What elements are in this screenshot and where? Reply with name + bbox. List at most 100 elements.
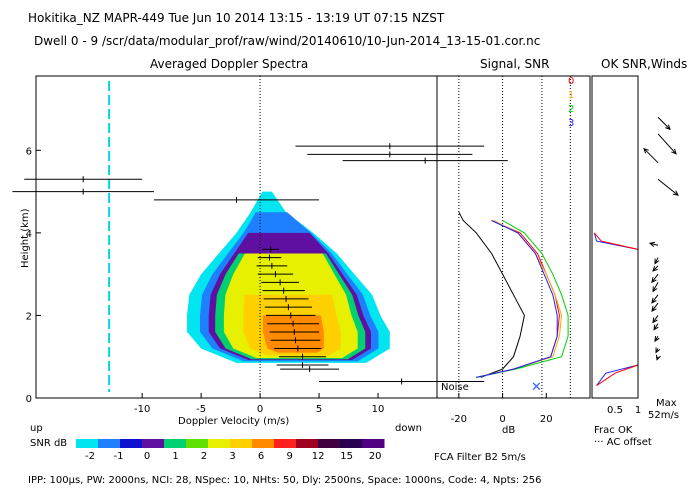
wind-arrowhead-7 [651,277,657,284]
colorbar-tick-label: 3 [229,451,235,462]
colorbar-swatch-3 [142,439,165,448]
signal-legend-entry: 2 [568,104,574,115]
snr-curve-0 [476,220,560,378]
colorbar-swatch-0 [76,439,99,448]
signal-curve [458,211,525,378]
snr-curve-3 [476,220,558,378]
doppler-title: Averaged Doppler Spectra [150,57,308,71]
wind-arrowhead-8 [652,286,658,293]
wind-vector-0 [657,116,671,130]
wind-vector-4 [649,242,659,246]
colorbar-tick-label: 20 [369,451,382,462]
max-label: Max [656,398,677,409]
colorbar-swatch-6 [208,439,231,448]
fca-filter-label: FCA Filter B2 5m/s [434,452,526,463]
frac-ok-curve [593,232,639,386]
colorbar-tick-label: 12 [312,451,325,462]
colorbar-swatch-11 [318,439,341,448]
wind-arrowhead-2 [643,147,649,154]
frac-ok-label: Frac OK [594,425,633,436]
wind-vector-3 [657,178,679,196]
snr-curve-2 [476,220,569,378]
wind-arrowhead-12 [653,324,659,331]
colorbar-tick-label: 15 [340,451,353,462]
wind-arrowhead-0 [665,124,671,131]
colorbar: SNR dB -2 -1 0 1 2 3 6 9 12 15 20 [30,438,385,462]
y-tick-label: 2 [26,311,32,322]
acquisition-parameters: IPP: 100µs, PW: 2000ns, NCI: 28, NSpec: … [28,475,541,486]
wind-vector-1 [657,133,677,155]
wind-arrowhead-4 [648,241,656,247]
doppler-xlabel: Doppler Velocity (m/s) [178,416,289,427]
colorbar-tick-label: 0 [144,451,150,462]
colorbar-tick-label: 2 [201,451,207,462]
x-tick-label: 5 [316,404,322,415]
signal-legend-entry: 3 [568,118,574,129]
snr-curve-1 [476,220,563,378]
y-tick-label: 6 [26,146,32,157]
winds-axes-frame [591,75,639,399]
wind-vector-6 [652,265,659,272]
colorbar-tick-label: 1 [172,451,178,462]
signal-axes-frame [436,75,591,399]
ac-offset-label: ··· AC offset [594,437,652,448]
wind-arrowhead-5 [654,258,660,265]
colorbar-label: SNR dB [30,438,67,449]
snr-marker: ✕ [531,380,542,395]
colorbar-tick-label: -1 [114,451,124,462]
signal-xlabel: dB [502,425,515,436]
file-path-line: Dwell 0 - 9 /scr/data/modular_prof/raw/w… [34,34,540,48]
wind-arrowhead-9 [651,297,657,304]
winds-title: OK SNR,Winds [601,57,687,71]
wind-arrowhead-10 [651,306,657,313]
colorbar-swatch-4 [164,439,187,448]
spectrum-band-6 [262,315,324,353]
y-tick-label: 0 [26,394,32,405]
wind-vector-11 [652,315,659,323]
colorbar-swatch-2 [120,439,143,448]
wind-arrowhead-11 [652,317,658,324]
wind-arrowhead-3 [672,190,679,196]
x-tick-label: -10 [134,404,150,415]
direction-down-label: down [395,423,422,434]
wind-arrowhead-1 [671,148,677,155]
colorbar-tick-label: 9 [286,451,292,462]
title-line: Hokitika_NZ MAPR-449 Tue Jun 10 2014 13:… [28,11,445,25]
wind-vector-7 [651,273,659,283]
doppler-ylabel: Height (km) [20,208,31,268]
colorbar-swatch-13 [362,439,385,448]
x-tick-label: 0 [257,404,263,415]
signal-title: Signal, SNR [480,57,549,71]
signal-x-tick-label: -20 [451,414,467,425]
max-value: 52m/s [648,410,679,421]
colorbar-swatch-12 [340,439,363,448]
winds-x-tick-label: 1 [635,405,641,416]
signal-x-tick-label: 0 [499,414,505,425]
colorbar-swatch-7 [230,439,253,448]
colorbar-swatch-9 [274,439,297,448]
colorbar-swatch-1 [98,439,121,448]
wind-vector-2 [643,148,659,164]
wind-vector-8 [652,282,659,292]
colorbar-swatch-5 [186,439,209,448]
winds-x-tick-label: 0.5 [607,405,623,416]
colorbar-swatch-8 [252,439,275,448]
wind-vector-10 [651,302,659,312]
signal-legend-entry: 0 [568,76,574,87]
colorbar-tick-label: 6 [258,451,264,462]
signal-x-tick-label: 20 [540,414,553,425]
wind-arrowhead-15 [655,354,661,361]
colorbar-swatch-10 [296,439,319,448]
direction-up-label: up [30,423,43,434]
wind-arrowhead-14 [655,347,661,354]
signal-panel: -20 0 20 dB 0 1 2 3 ✕ [436,75,591,436]
winds-panel: 0.5 1 Frac OK ··· AC offset Max 52m/s [591,75,679,448]
x-tick-label: 10 [372,404,385,415]
wind-arrowhead-6 [652,266,658,272]
y-tick-label: 4 [26,229,32,240]
signal-legend-entry: 1 [568,90,574,101]
wind-vector-12 [653,323,659,330]
noise-label: Noise [441,382,469,393]
